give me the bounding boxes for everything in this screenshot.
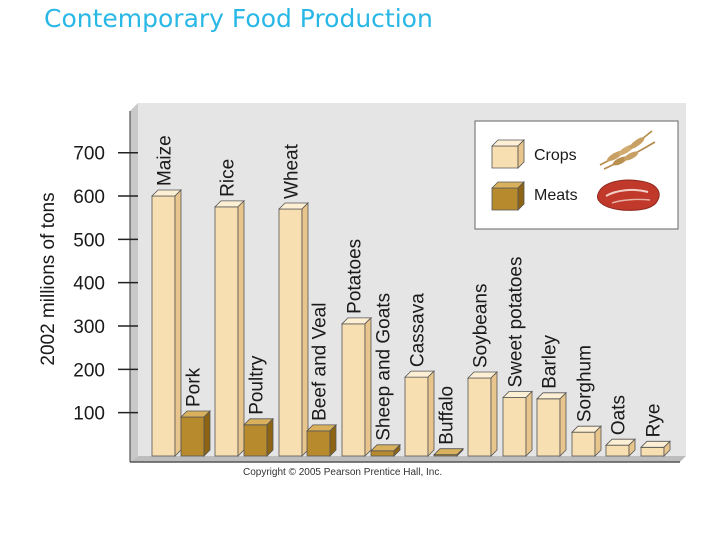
y-tick-label: 200: [73, 360, 105, 381]
category-label: Maize: [155, 135, 176, 186]
category-label: Rye: [644, 404, 665, 438]
bar-front: [571, 431, 596, 457]
category-label: Cassava: [408, 293, 429, 367]
bar: [404, 370, 435, 457]
category-label: Sweet potatoes: [506, 257, 527, 388]
bar-side: [329, 423, 337, 457]
category-label: Sorghum: [575, 345, 596, 422]
bar-front: [151, 195, 176, 457]
bar: [467, 371, 498, 457]
bar-side: [174, 189, 182, 457]
bar: [536, 391, 567, 457]
category-label: Poultry: [247, 355, 268, 415]
bar: [243, 417, 274, 457]
bar-side: [237, 199, 245, 457]
legend: Crops Meats: [474, 120, 679, 230]
bar: [341, 316, 372, 457]
category-label: Pork: [184, 367, 205, 407]
bar-front: [278, 208, 303, 457]
chart-floor: [130, 456, 686, 462]
bar: [214, 199, 245, 457]
bar-front: [467, 377, 492, 457]
bar-front: [243, 424, 268, 457]
steak-icon: [597, 179, 660, 211]
y-tick-label: 600: [73, 187, 105, 208]
category-label: Buffalo: [437, 386, 458, 445]
bar-side: [266, 417, 274, 457]
bar-side: [594, 425, 602, 457]
bar-side: [663, 440, 671, 457]
copyright-text: Copyright © 2005 Pearson Prentice Hall, …: [243, 467, 442, 478]
bar-front: [214, 206, 239, 457]
bar-side: [490, 371, 498, 457]
slide-title: Contemporary Food Production: [44, 4, 433, 33]
category-label: Soybeans: [471, 283, 492, 368]
bar: [370, 443, 401, 457]
bar-side: [393, 443, 401, 457]
bar-side: [364, 316, 372, 457]
category-label: Rice: [218, 159, 239, 197]
bar: [151, 189, 182, 457]
bars: [151, 189, 671, 457]
bar-side: [301, 202, 309, 457]
bar: [571, 425, 602, 457]
bar-side: [525, 390, 533, 457]
category-label: Potatoes: [345, 239, 366, 314]
bar-side: [427, 370, 435, 457]
legend-meats-swatch: [491, 181, 525, 211]
category-label: Beef and Veal: [310, 303, 331, 421]
y-tick-label: 400: [73, 274, 105, 295]
category-label: Barley: [540, 334, 561, 388]
y-axis-label: 2002 millions of tons: [38, 192, 59, 365]
legend-meats-label: Meats: [534, 187, 578, 204]
bar: [605, 438, 636, 457]
bar-front: [306, 430, 331, 457]
bar-side: [456, 447, 464, 457]
bar: [502, 390, 533, 457]
bar-side: [203, 410, 211, 457]
bar-front: [502, 397, 527, 457]
bar: [180, 410, 211, 457]
bar: [306, 423, 337, 457]
y-tick-label: 100: [73, 404, 105, 425]
y-tick-label: 300: [73, 317, 105, 338]
bar-front: [536, 398, 561, 457]
bar-front: [640, 446, 665, 457]
y-tick-label: 700: [73, 144, 105, 165]
bar-side: [559, 391, 567, 457]
legend-crops-swatch: [491, 139, 525, 169]
category-labels: Maize Pork Rice Poultry Wheat Beef and Veal Po…: [155, 135, 665, 444]
bar-front: [404, 376, 429, 457]
bar-front: [180, 416, 205, 457]
legend-crops-label: Crops: [534, 147, 577, 164]
category-label: Oats: [609, 395, 630, 435]
bar: [278, 202, 309, 457]
y-axis: 100 200 300 400 500 600 700: [73, 144, 138, 425]
bar: [640, 440, 671, 457]
wheat-icon: [599, 130, 656, 170]
bar-side: [628, 438, 636, 457]
bar: [433, 447, 464, 457]
y-tick-label: 500: [73, 230, 105, 251]
category-label: Wheat: [282, 143, 303, 199]
bar-front: [341, 323, 366, 457]
bar-front: [370, 450, 395, 457]
bar-front: [605, 444, 630, 457]
legend-box: [474, 120, 679, 230]
category-label: Sheep and Goats: [374, 293, 395, 441]
